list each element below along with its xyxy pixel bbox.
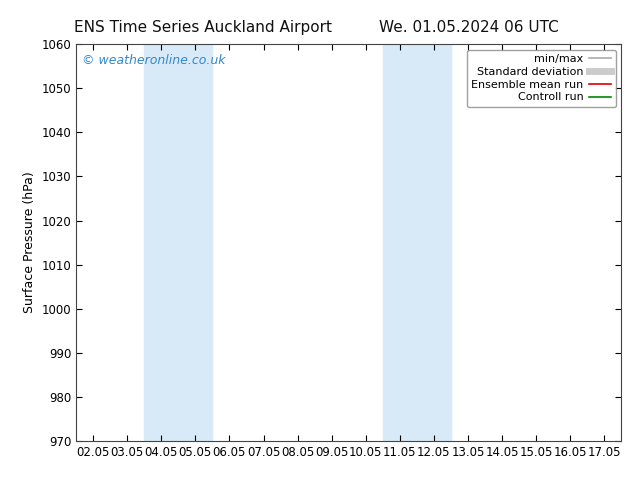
Y-axis label: Surface Pressure (hPa): Surface Pressure (hPa) xyxy=(23,172,36,314)
Text: ENS Time Series Auckland Airport: ENS Time Series Auckland Airport xyxy=(74,20,332,35)
Bar xyxy=(144,44,212,441)
Bar xyxy=(383,44,451,441)
Text: We. 01.05.2024 06 UTC: We. 01.05.2024 06 UTC xyxy=(379,20,559,35)
Legend: min/max, Standard deviation, Ensemble mean run, Controll run: min/max, Standard deviation, Ensemble me… xyxy=(467,49,616,107)
Text: © weatheronline.co.uk: © weatheronline.co.uk xyxy=(82,54,225,67)
